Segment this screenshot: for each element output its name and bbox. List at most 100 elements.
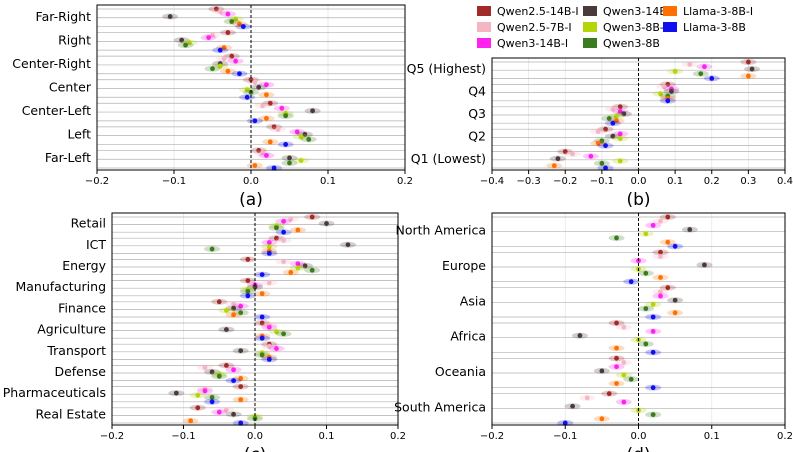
category-label: Transport [46,343,106,358]
data-point [260,103,265,109]
data-point [658,254,663,259]
data-point [698,71,704,77]
data-point [610,106,616,112]
data-point [610,133,616,139]
data-point [745,59,751,65]
data-point [173,390,179,396]
category-label: Asia [460,293,486,308]
data-point [621,111,627,117]
data-point [621,372,627,378]
data-point [224,407,229,413]
data-point [260,150,265,156]
data-point [603,165,608,171]
data-point [271,165,277,171]
data-point [248,77,254,83]
category-label: Left [67,127,91,142]
data-point [224,327,229,332]
category-label: Agriculture [37,322,106,337]
category-label: Manufacturing [15,279,106,294]
panel-a: Far-Right Right Center-Right Center Center-L… [12,4,413,210]
x-tick-label: −0.1 [553,431,577,442]
data-point [179,37,185,43]
x-tick-label: 0.0 [243,176,259,187]
category-label: Center [49,80,92,95]
data-point [555,156,561,162]
category-label: Right [58,32,91,47]
data-point [650,222,656,228]
data-point [245,289,251,294]
data-point [302,131,308,137]
data-point [266,244,272,250]
data-point [259,335,265,341]
data-point [617,158,623,164]
category-label: Q3 [468,106,486,121]
x-tick-label: 0.4 [777,176,793,187]
data-point [650,349,656,355]
data-point [274,329,279,335]
category-label: Retail [71,216,106,231]
data-point [614,113,619,119]
x-tick-label: −0.3 [516,176,540,187]
data-point [665,82,671,87]
data-point [281,218,286,224]
x-tick-label: −0.1 [590,176,614,187]
data-point [584,395,590,401]
category-label: Defense [54,364,106,379]
category-label: Far-Left [45,150,91,165]
data-point [614,364,619,370]
data-point [603,143,608,149]
data-point [658,275,663,280]
data-point [206,35,212,40]
data-point [209,395,215,400]
data-point [209,369,215,375]
data-point [610,120,616,126]
data-point [599,416,605,422]
data-point [256,148,262,153]
data-point [281,229,286,235]
data-point [188,418,194,424]
data-point [309,214,315,220]
data-point [209,246,215,252]
data-point [306,137,312,142]
data-point [259,291,265,297]
data-point [281,237,286,243]
data-point [244,94,250,100]
data-point [551,163,557,169]
x-tick-label: 0.2 [390,431,406,442]
panel-label: (d) [626,445,650,452]
data-point [672,243,678,249]
legend-entry-label: Qwen3-8B-I [603,21,667,34]
x-tick-label: 0.2 [777,431,793,442]
data-point [650,328,656,334]
data-point [229,19,235,24]
data-point [238,310,244,316]
data-point [266,280,272,286]
data-point [298,158,304,163]
legend-swatch [477,38,491,48]
category-label: South America [394,399,486,414]
data-point [244,87,250,93]
data-point [202,365,208,370]
data-point [570,403,575,409]
data-point [264,82,269,88]
data-point [224,363,229,368]
data-point [672,297,678,303]
data-point [281,259,286,264]
x-tick-label: −0.2 [553,176,577,187]
data-point [606,391,612,397]
data-point [588,153,594,159]
legend-entry-label: Llama-3-8B-I [683,5,753,18]
data-point [274,235,279,241]
data-point [231,378,236,383]
data-point [687,61,693,67]
category-label: Pharmaceuticals [3,385,106,400]
data-point [238,348,244,354]
x-tick-label: 0.1 [667,176,683,187]
data-point [225,68,231,74]
category-label: Q4 [468,84,486,99]
x-tick-label: 0.1 [320,176,336,187]
data-point [167,14,173,19]
data-point [562,420,568,426]
data-point [650,314,656,320]
data-point [231,305,236,311]
